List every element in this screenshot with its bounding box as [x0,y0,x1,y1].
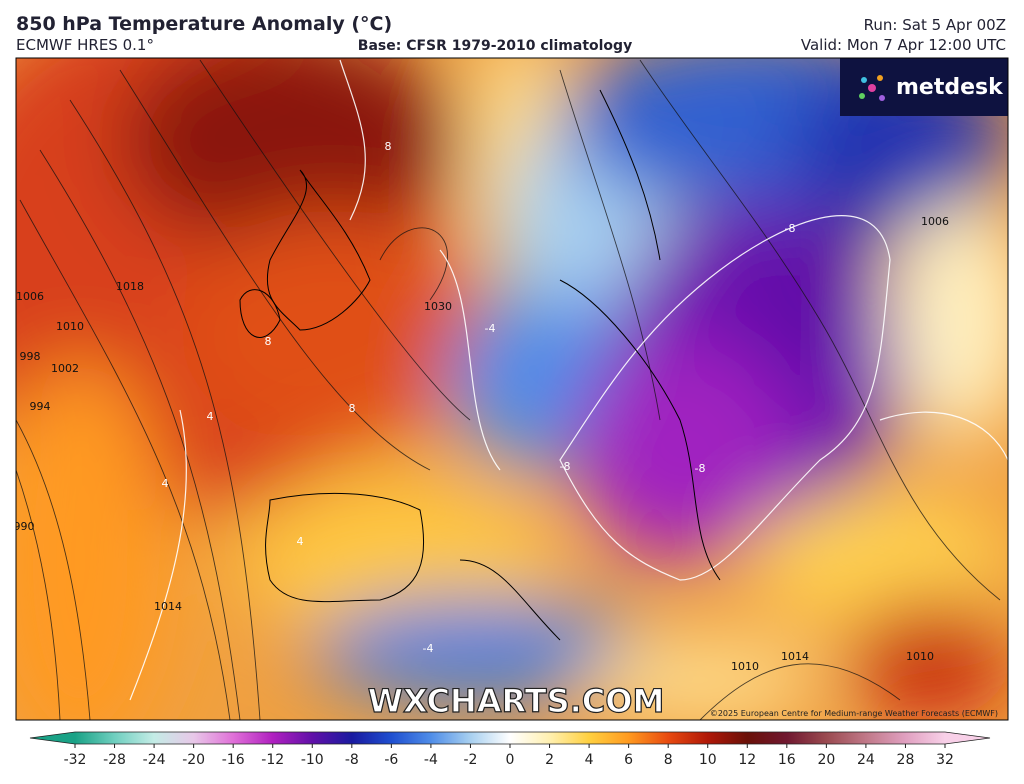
contour-label: 1018 [116,280,144,293]
colorbar-label: -20 [182,752,205,768]
colorbar-label: -4 [424,752,438,768]
run: Run: Sat 5 Apr 00Z [864,16,1006,34]
colorbar-label: -2 [463,752,477,768]
contour-label: -8 [695,462,706,475]
colorbar-label: -8 [345,752,359,768]
map: metdesk WXCHARTS.COM ©2025 European Cent… [14,58,1008,720]
anomaly-contours [129,59,1008,701]
colorbar-label: -12 [261,752,284,768]
colorbar-label: 6 [624,752,633,768]
colorbar-label: -28 [103,752,126,768]
colorbar-arrow-left [30,732,75,744]
contour-label: 994 [30,400,51,413]
colorbar-label: -32 [64,752,87,768]
colorbar-outline [29,731,991,745]
contour-label: 4 [297,535,304,548]
contour-label: 1010 [56,320,84,333]
contour-label: 8 [349,402,356,415]
colorbar-label: -16 [222,752,245,768]
colorbar-label: 24 [857,752,875,768]
valid: Valid: Mon 7 Apr 12:00 UTC [801,36,1006,54]
contour-label: 8 [385,140,392,153]
contour-label: 1006 [16,290,44,303]
colorbar-label: 28 [897,752,915,768]
contour-label: -4 [485,322,496,335]
contour-label: -8 [560,460,571,473]
coastlines [239,89,721,641]
contour-label: 1014 [154,600,182,613]
contour-label: 990 [14,520,35,533]
contour-labels: 1006 1010 1018 998 1002 994 990 1014 1030 1006 101… [14,140,949,673]
contour-label: 1010 [906,650,934,663]
copyright: ©2025 European Centre for Medium-range W… [710,709,998,718]
colorbar-label: 2 [545,752,554,768]
colorbar-label: 16 [778,752,796,768]
anomaly-field [16,58,1008,720]
colorbar-arrow-right [945,732,990,744]
model: ECMWF HRES 0.1° [16,36,154,54]
colorbar-label: 12 [738,752,756,768]
contour-label: 4 [162,477,169,490]
contour-label: 1014 [781,650,809,663]
contour-label: 1002 [51,362,79,375]
logo-icon [859,75,885,101]
contour-label: 4 [207,410,214,423]
colorbar-label: 10 [699,752,717,768]
colorbar: -32 -28 -24 -20 -16 -12 -10 -8 -6 -4 -2 0 2 4 6 8 10 12 16… [29,731,991,768]
colorbar-label: 20 [817,752,835,768]
logo: metdesk [896,75,1004,100]
contour-label: 998 [20,350,41,363]
colorbar-label: -24 [143,752,166,768]
isobars [16,59,1001,720]
contour-label: -4 [423,642,434,655]
colorbar-label: 32 [936,752,954,768]
colorbar-scale [75,732,945,744]
map-frame [15,57,1009,721]
contour-label: -8 [785,222,796,235]
colorbar-label: 0 [506,752,515,768]
title: 850 hPa Temperature Anomaly (°C) [16,13,392,35]
contour-label: 1010 [731,660,759,673]
colorbar-label: -10 [301,752,324,768]
logo-box [840,58,1008,116]
contour-label: 8 [265,335,272,348]
base: Base: CFSR 1979-2010 climatology [358,38,632,54]
colorbar-label: 8 [664,752,673,768]
watermark: WXCHARTS.COM [368,682,665,720]
contour-label: 1030 [424,300,452,313]
colorbar-label: 4 [585,752,594,768]
contour-label: 1006 [921,215,949,228]
colorbar-label: -6 [384,752,398,768]
